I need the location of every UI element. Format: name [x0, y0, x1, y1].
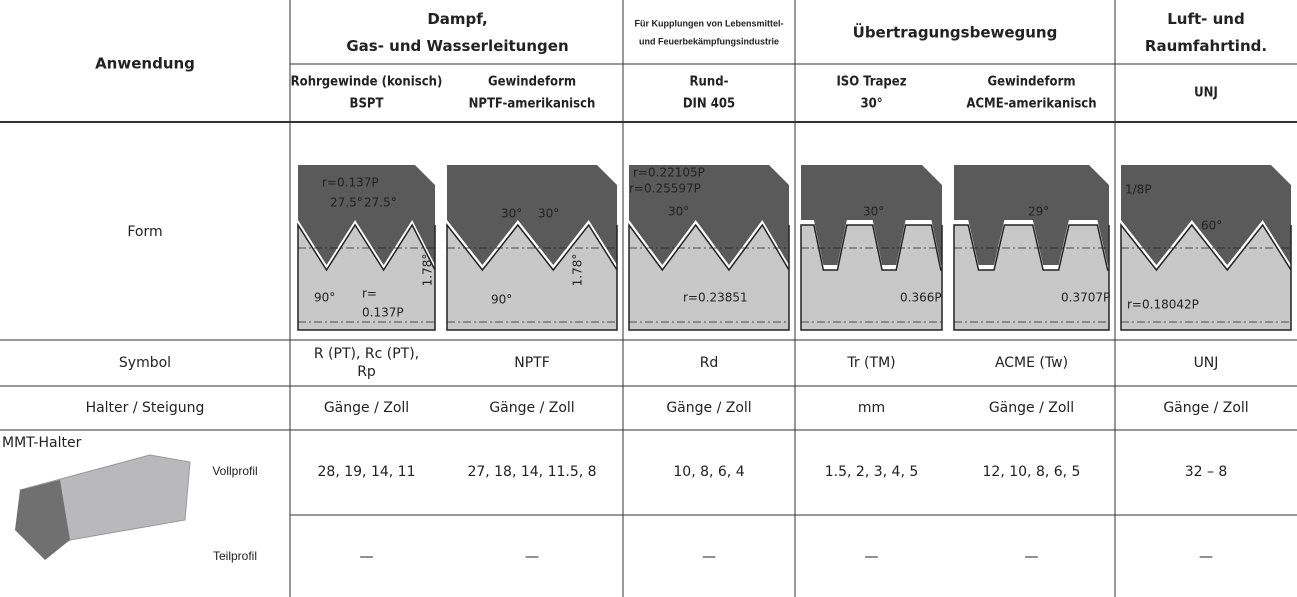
diagram-label: 30° — [863, 205, 884, 219]
row-label: Symbol — [119, 355, 171, 371]
diagram-label: r=0.18042P — [1127, 298, 1199, 312]
column-header: UNJ — [1194, 86, 1218, 101]
diagram-label: 90° — [491, 293, 512, 307]
cell: 27, 18, 14, 11.5, 8 — [467, 464, 596, 480]
cell: Rd — [700, 355, 719, 371]
cell: UNJ — [1194, 355, 1219, 371]
diagram-label: r= — [362, 287, 377, 301]
sub-label: Teilprofil — [213, 549, 257, 563]
column-header: Gewindeform — [488, 75, 576, 90]
diagram-label: 30° — [501, 207, 522, 221]
row-label: MMT-Halter — [2, 435, 82, 451]
cell: NPTF — [514, 355, 550, 371]
diagram-label: r=0.23851 — [683, 291, 748, 305]
diagram-label: 0.3707P — [1061, 291, 1110, 305]
cell: Gänge / Zoll — [324, 400, 409, 416]
diagram-label: 0.137P — [362, 306, 404, 320]
cell: 12, 10, 8, 6, 5 — [983, 464, 1081, 480]
column-header: BSPT — [350, 97, 384, 112]
group-header: Übertragungsbewegung — [853, 23, 1058, 42]
cell: ACME (Tw) — [995, 355, 1068, 371]
row-label: Form — [127, 224, 162, 240]
column-header: Gewindeform — [987, 75, 1075, 90]
cell: 32 – 8 — [1185, 464, 1228, 480]
cell: Rp — [357, 364, 376, 380]
row-label: Halter / Steigung — [86, 400, 205, 416]
cell: Gänge / Zoll — [489, 400, 574, 416]
column-header: ACME-amerikanisch — [966, 97, 1096, 112]
diagram-label: 30° — [538, 207, 559, 221]
group-header: Gas- und Wasserleitungen — [346, 37, 568, 55]
diagram-label: 27.5° — [330, 196, 363, 210]
cell: — — [702, 549, 716, 565]
cell: — — [865, 549, 879, 565]
cell: Tr (TM) — [846, 355, 895, 371]
group-header: Für Kupplungen von Lebensmittel- — [635, 18, 784, 28]
sub-label: Vollprofil — [212, 464, 257, 478]
diagram-label: 0.366P — [900, 291, 942, 305]
cell: mm — [858, 400, 885, 416]
cell: Gänge / Zoll — [1163, 400, 1248, 416]
cell: Gänge / Zoll — [666, 400, 751, 416]
group-header: Raumfahrtind. — [1145, 37, 1267, 55]
diagram-label: 27.5° — [364, 196, 397, 210]
diagram-label: r=0.22105P — [633, 166, 705, 180]
cell: Gänge / Zoll — [989, 400, 1074, 416]
column-header: Rohrgewinde (konisch) — [291, 75, 443, 90]
cell: 28, 19, 14, 11 — [318, 464, 416, 480]
diagram-label: 1/8P — [1125, 183, 1152, 197]
column-header: 30° — [860, 97, 882, 112]
diagram-label: 90° — [314, 291, 335, 305]
diagram-label: 30° — [668, 205, 689, 219]
diagram-label: r=0.25597P — [629, 182, 701, 196]
group-header: Luft- und — [1167, 10, 1244, 28]
column-header: Rund- — [690, 75, 729, 90]
diagram-label: 60° — [1201, 219, 1222, 233]
column-header: NPTF-amerikanisch — [469, 97, 596, 112]
cell: — — [1199, 549, 1213, 565]
diagram-label: 1.78° — [571, 254, 585, 287]
column-header: ISO Trapez — [836, 75, 906, 90]
header-label: Anwendung — [95, 55, 195, 73]
column-header: DIN 405 — [683, 97, 735, 112]
cell: — — [360, 549, 374, 565]
diagram-label: r=0.137P — [322, 176, 379, 190]
cell: — — [525, 549, 539, 565]
table: Anwendung Dampf, Gas- und Wasserleitungen F… — [0, 0, 1297, 597]
holder-insert — [15, 480, 70, 560]
group-header: und Feuerbekämpfungsindustrie — [639, 36, 779, 46]
cell: R (PT), Rc (PT), — [314, 346, 419, 362]
cell: 1.5, 2, 3, 4, 5 — [825, 464, 919, 480]
cell: 10, 8, 6, 4 — [673, 464, 744, 480]
diagram-label: 29° — [1028, 205, 1049, 219]
group-header: Dampf, — [427, 10, 487, 28]
cell: — — [1025, 549, 1039, 565]
diagram-label: 1.78° — [421, 254, 435, 287]
